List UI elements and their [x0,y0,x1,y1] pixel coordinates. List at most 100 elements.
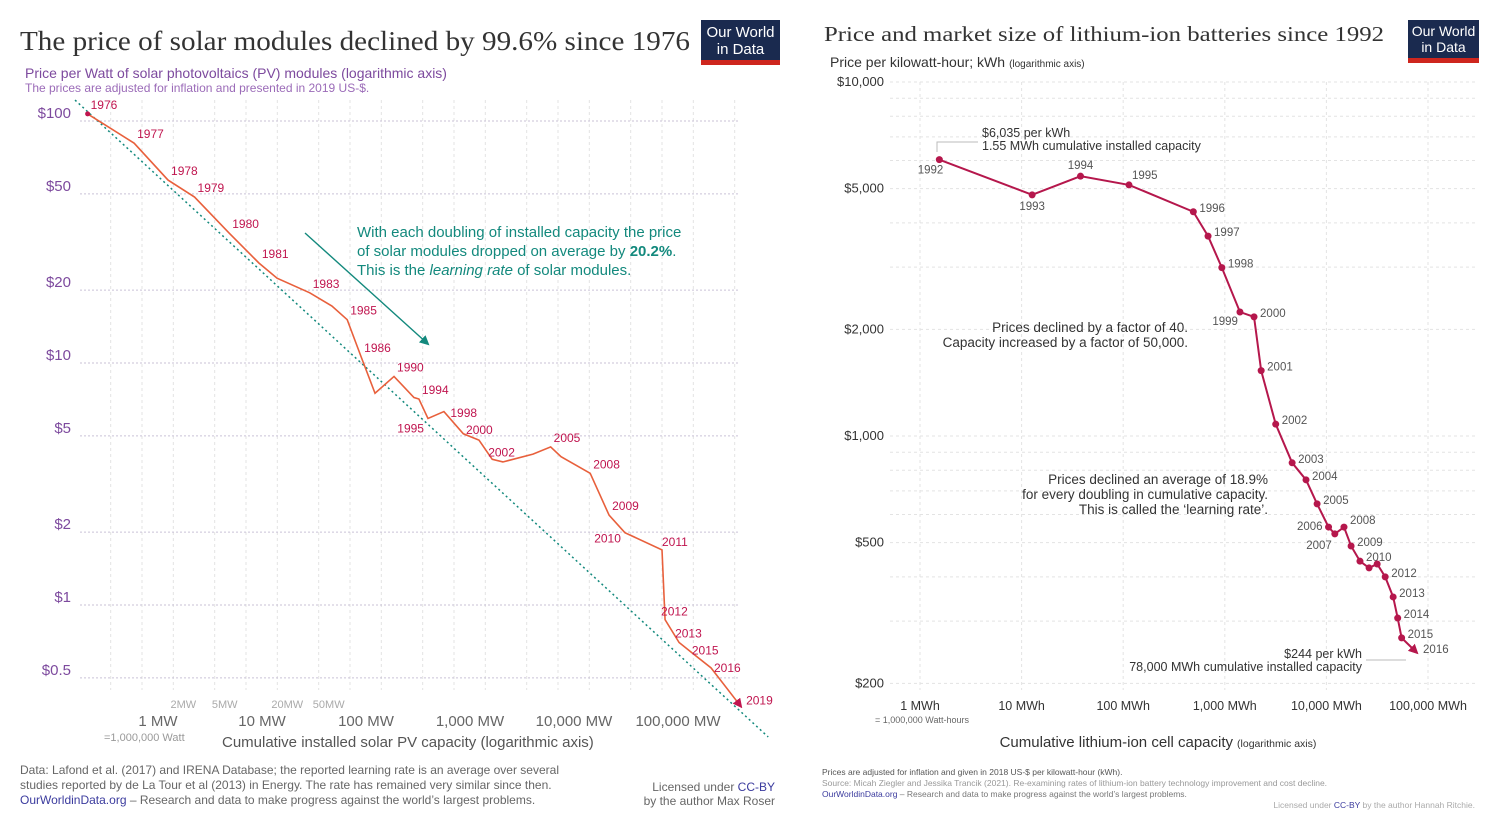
cc-by-link[interactable]: CC-BY [1334,800,1361,810]
battery-data-point [1398,634,1406,642]
start-price-annotation: $6,035 per kWh [982,126,1070,140]
start-annotation-connector [936,141,978,152]
battery-data-point [1302,476,1310,484]
battery-source: Source: Micah Ziegler and Jessika Tranci… [822,778,1327,788]
battery-data-point [1389,593,1397,601]
owid-link[interactable]: OurWorldinData.org [822,789,898,799]
annotation-line3: This is the learning rate of solar modul… [357,262,631,279]
battery-year-label: 2002 [1282,415,1308,427]
battery-y-tick-label: $1,000 [844,428,884,443]
battery-license: Licensed under CC-BY by the author Hanna… [1273,800,1475,810]
battery-year-label: 2001 [1267,362,1293,374]
solar-year-label: 2011 [662,535,688,549]
battery-y-tick-label: $2,000 [844,321,884,336]
battery-year-label: 2006 [1297,521,1323,533]
battery-data-point [1381,573,1389,581]
owid-logo-right[interactable]: Our World in Data [1408,20,1479,63]
solar-site-line: OurWorldinData.org – Research and data t… [20,793,535,807]
solar-year-label: 2002 [488,445,515,459]
solar-start-point [85,111,91,117]
solar-x-axis: 1 MW 10 MW 100 MW 1,000 MW 10,000 MW 100,000 … [138,699,721,730]
solar-chart-note: The prices are adjusted for inflation an… [25,81,369,95]
solar-year-label: 1983 [313,277,340,291]
battery-x-tick-label: 100,000 MWh [1389,699,1467,713]
battery-data-point [1288,459,1296,467]
battery-y-tick-label: $200 [855,675,884,690]
battery-data-point [1347,542,1355,550]
rate-annotation-3: This is called the ‘learning rate’. [1079,502,1268,517]
battery-data-point [1313,500,1321,508]
battery-year-label: 2013 [1399,588,1425,600]
battery-year-label: 1992 [918,165,944,177]
logo-line2: in Data [1421,39,1466,55]
solar-y-tick-label: $50 [46,178,71,195]
solar-chart: The price of solar modules declined by 9… [20,20,780,808]
solar-year-label: 2010 [594,532,621,546]
battery-year-label: 2012 [1391,568,1417,580]
solar-x-tick-label: 1 MW [138,713,178,730]
battery-data-point [1236,308,1244,316]
battery-data-point [1250,313,1258,321]
solar-x-axis-title: Cumulative installed solar PV capacity (… [222,734,594,751]
battery-x-tick-label: 1 MWh [900,699,940,713]
battery-year-label: 2000 [1260,308,1286,320]
factor-annotation-2: Capacity increased by a factor of 50,000… [943,335,1188,350]
solar-year-label: 1981 [262,247,289,261]
factor-annotation-1: Prices declined by a factor of 40. [992,320,1188,335]
battery-y-axis-title: Price per kilowatt-hour; kWh (logarithmic… [830,54,1085,70]
solar-chart-title: The price of solar modules declined by 9… [20,26,690,56]
battery-data-point [1257,367,1265,375]
solar-gridlines [80,100,738,690]
solar-year-label: 1976 [91,98,118,112]
learning-rate-annotation: With each doubling of installed capacity… [357,224,681,279]
battery-x-tick-label: 1,000 MWh [1193,699,1257,713]
battery-year-label: 1999 [1212,316,1238,328]
battery-year-label: 1996 [1199,203,1225,215]
solar-year-label: 2016 [714,661,741,675]
battery-data-point [1077,172,1085,180]
owid-logo-left[interactable]: Our World in Data [701,20,780,65]
solar-x-tick-label: 100 MW [338,713,395,730]
battery-y-tick-label: $10,000 [837,74,884,89]
solar-x-tick-label: 1,000 MW [436,713,505,730]
solar-x-tick-label: 10 MW [238,713,286,730]
solar-author: by the author Max Roser [644,794,775,808]
battery-year-label: 2008 [1350,515,1376,527]
battery-x-tick-label: 100 MWh [1096,699,1150,713]
battery-footer-note: Prices are adjusted for inflation and gi… [822,767,1122,777]
solar-x-minor-tick-label: 20MW [271,699,303,711]
battery-year-label: 1994 [1068,160,1094,172]
solar-year-label: 2012 [661,605,688,619]
rate-annotation-2: for every doubling in cumulative capacit… [1022,487,1268,502]
cc-by-link[interactable]: CC-BY [738,780,775,794]
solar-license: Licensed under CC-BY [652,780,775,794]
battery-chart: Price and market size of lithium-ion bat… [822,20,1479,810]
solar-x-minor-tick-label: 50MW [313,699,345,711]
solar-source-line1: Data: Lafond et al. (2017) and IRENA Dat… [20,763,559,777]
annotation-line1: With each doubling of installed capacity… [357,224,681,241]
battery-year-label: 2007 [1306,540,1332,552]
battery-year-label: 1997 [1214,227,1240,239]
solar-x-tick-label: 100,000 MW [635,713,721,730]
solar-trend-line [74,99,769,738]
solar-year-label: 2013 [675,626,702,640]
solar-y-tick-label: $5 [54,420,71,437]
rate-annotation-1: Prices declined an average of 18.9% [1048,472,1268,487]
solar-chart-subtitle: Price per Watt of solar photovoltaics (P… [25,65,447,81]
battery-annotations: $6,035 per kWh 1.55 MWh cumulative insta… [943,126,1363,674]
battery-y-tick-label: $500 [855,535,884,550]
end-price-annotation: $244 per kWh [1284,647,1362,661]
solar-year-label: 1977 [137,127,164,141]
owid-link[interactable]: OurWorldinData.org [20,793,127,807]
solar-year-label: 2000 [466,423,493,437]
learning-curve-trend [74,99,769,738]
battery-year-label: 2009 [1357,537,1383,549]
battery-year-label: 2014 [1404,609,1430,621]
solar-year-label: 1980 [232,217,259,231]
battery-year-label: 2015 [1408,629,1434,641]
battery-year-label: 2004 [1312,471,1338,483]
battery-x-unit-note: = 1,000,000 Watt-hours [875,715,969,725]
logo-line1: Our World [706,24,774,41]
